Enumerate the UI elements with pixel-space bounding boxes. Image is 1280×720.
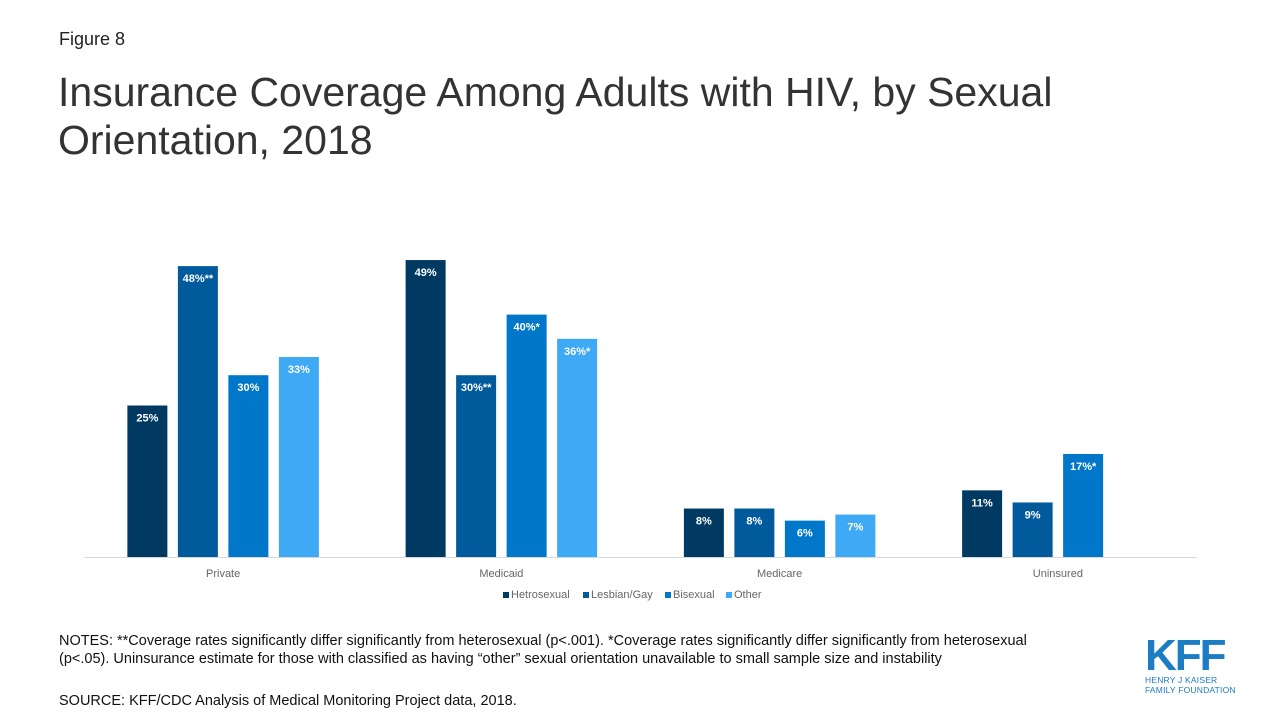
chart-notes: NOTES: **Coverage rates significantly di… bbox=[59, 633, 1027, 667]
logo-line-1: HENRY J KAISER bbox=[1145, 675, 1218, 685]
bar bbox=[177, 266, 218, 557]
logo-line-2: FAMILY FOUNDATION bbox=[1145, 685, 1236, 695]
bar bbox=[835, 514, 876, 557]
data-label: 30% bbox=[237, 382, 259, 394]
chart-title: Insurance Coverage Among Adults with HIV… bbox=[58, 69, 1053, 163]
data-label: 48%** bbox=[183, 273, 214, 285]
data-label: 49% bbox=[415, 267, 437, 279]
bar bbox=[784, 520, 825, 557]
bar bbox=[127, 405, 168, 557]
legend-swatch bbox=[583, 592, 589, 598]
data-label: 8% bbox=[696, 516, 712, 528]
category-label: Medicare bbox=[757, 568, 802, 580]
bar bbox=[1012, 502, 1053, 557]
bar bbox=[734, 508, 775, 557]
data-label: 9% bbox=[1025, 509, 1041, 521]
category-label: Uninsured bbox=[1033, 568, 1083, 580]
legend-label: Hetrosexual bbox=[511, 589, 570, 601]
bar bbox=[506, 314, 547, 557]
figure-label: Figure 8 bbox=[59, 29, 126, 49]
category-label: Medicaid bbox=[479, 568, 523, 580]
data-label: 17%* bbox=[1070, 461, 1097, 473]
legend-label: Bisexual bbox=[673, 589, 715, 601]
data-label: 11% bbox=[971, 497, 993, 509]
bar bbox=[405, 260, 446, 557]
data-label: 7% bbox=[847, 522, 863, 534]
logo-mark: KFF bbox=[1145, 631, 1227, 680]
bar bbox=[962, 490, 1003, 557]
bar bbox=[557, 338, 598, 557]
bar-chart: 25% 48%** 30% 33% Private 49% 30%** 40%* 36%* Med… bbox=[84, 260, 1197, 601]
data-label: 40%* bbox=[513, 322, 540, 334]
data-label: 33% bbox=[288, 364, 310, 376]
legend-label: Other bbox=[734, 589, 762, 601]
legend-swatch bbox=[665, 592, 671, 598]
data-label: 36%* bbox=[564, 346, 591, 358]
bar bbox=[278, 357, 319, 557]
kff-logo: KFF HENRY J KAISER FAMILY FOUNDATION bbox=[1145, 631, 1245, 696]
bar bbox=[228, 375, 269, 557]
bar bbox=[456, 375, 497, 557]
legend-swatch bbox=[503, 592, 509, 598]
chart-source: SOURCE: KFF/CDC Analysis of Medical Moni… bbox=[59, 693, 517, 709]
data-label: 6% bbox=[797, 528, 813, 540]
data-label: 8% bbox=[746, 516, 762, 528]
category-label: Private bbox=[206, 568, 240, 580]
data-label: 30%** bbox=[461, 382, 492, 394]
legend-label: Lesbian/Gay bbox=[591, 589, 653, 601]
legend-swatch bbox=[726, 592, 732, 598]
bar bbox=[683, 508, 724, 557]
bar bbox=[1063, 453, 1104, 557]
data-label: 25% bbox=[136, 413, 158, 425]
